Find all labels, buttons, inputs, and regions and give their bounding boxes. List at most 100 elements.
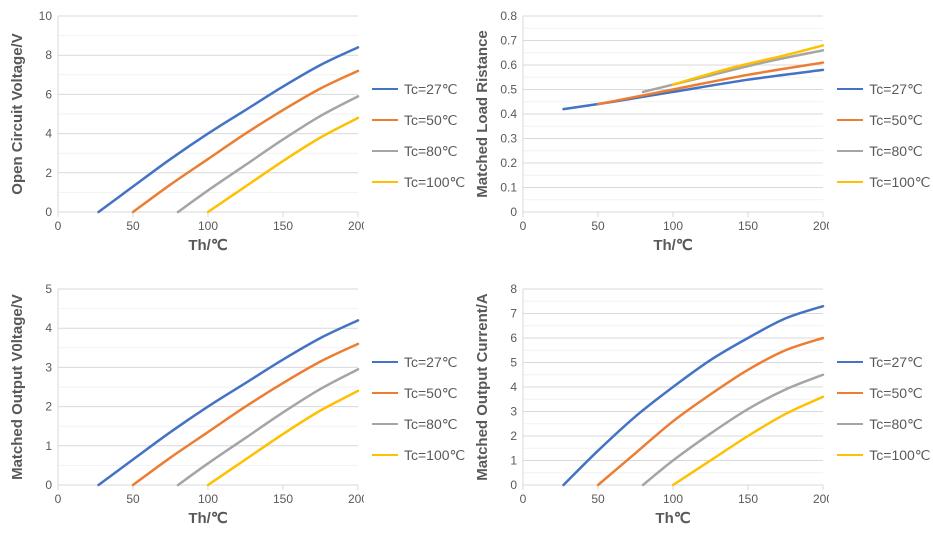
x-tick-label: 0 [520, 219, 527, 233]
legend-swatch [837, 150, 863, 152]
legend-swatch [837, 119, 863, 121]
y-axis-title: Matched Output Current/A [474, 293, 491, 481]
legend-item-tc50: Tc=50℃ [372, 112, 465, 129]
y-tick-label: 4 [45, 321, 52, 335]
series-tc50 [598, 63, 823, 105]
series-tc50 [133, 71, 358, 212]
y-tick-label: 0.8 [501, 9, 518, 23]
legend-item-tc50: Tc=50℃ [837, 385, 930, 402]
y-tick-label: 0.5 [501, 83, 518, 97]
legend-swatch [372, 88, 398, 90]
legend-item-tc80: Tc=80℃ [837, 416, 930, 433]
series-tc100 [208, 118, 358, 212]
legend-item-tc50: Tc=50℃ [372, 385, 465, 402]
y-tick-label: 0.1 [501, 181, 518, 195]
y-tick-label: 4 [511, 380, 518, 394]
y-tick-label: 0.3 [501, 132, 518, 146]
series-tc80 [643, 375, 823, 485]
legend-item-tc100: Tc=100℃ [372, 174, 465, 191]
y-tick-label: 3 [45, 360, 52, 374]
legend-label: Tc=80℃ [869, 416, 922, 433]
y-tick-label: 2 [45, 166, 52, 180]
y-tick-label: 0.4 [501, 107, 518, 121]
legend: Tc=27℃ Tc=50℃ Tc=80℃ Tc=100℃ [364, 281, 465, 536]
x-tick-label: 150 [738, 492, 758, 506]
legend-swatch [372, 423, 398, 425]
x-tick-label: 50 [126, 492, 140, 506]
y-tick-label: 5 [511, 356, 518, 370]
legend: Tc=27℃ Tc=50℃ Tc=80℃ Tc=100℃ [829, 281, 930, 536]
y-tick-label: 3 [511, 405, 518, 419]
legend-label: Tc=50℃ [869, 385, 922, 402]
legend: Tc=27℃ Tc=50℃ Tc=80℃ Tc=100℃ [829, 8, 930, 263]
x-axis-title: Th℃ [656, 510, 691, 527]
legend-swatch [372, 361, 398, 363]
legend-item-tc80: Tc=80℃ [837, 143, 930, 160]
legend-item-tc100: Tc=100℃ [837, 447, 930, 464]
panel-moc: 012345678050100150200Matched Output Curr… [469, 281, 930, 536]
y-tick-label: 0.6 [501, 58, 518, 72]
legend-swatch [837, 361, 863, 363]
legend-swatch [837, 88, 863, 90]
series-tc80 [643, 50, 823, 92]
x-tick-label: 100 [663, 219, 683, 233]
chart-mov: 012345050100150200Matched Output V0ltage… [4, 281, 364, 531]
legend-swatch [837, 454, 863, 456]
charts-grid: 0246810050100150200Open Circuit Voltage/… [0, 0, 933, 544]
x-tick-label: 200 [813, 219, 829, 233]
y-tick-label: 0 [511, 205, 518, 219]
y-tick-label: 2 [511, 429, 518, 443]
x-axis-title: Th/℃ [188, 510, 227, 527]
legend-item-tc27: Tc=27℃ [837, 354, 930, 371]
legend-swatch [837, 392, 863, 394]
legend-item-tc100: Tc=100℃ [837, 174, 930, 191]
legend-item-tc27: Tc=27℃ [372, 81, 465, 98]
x-tick-label: 150 [273, 219, 293, 233]
y-tick-label: 7 [511, 307, 518, 321]
legend-label: Tc=27℃ [404, 81, 457, 98]
legend-item-tc100: Tc=100℃ [372, 447, 465, 464]
series-tc100 [208, 391, 358, 485]
x-tick-label: 50 [126, 219, 140, 233]
legend-item-tc80: Tc=80℃ [372, 143, 465, 160]
legend-label: Tc=50℃ [404, 112, 457, 129]
x-tick-label: 100 [663, 492, 683, 506]
y-tick-label: 0.2 [501, 156, 518, 170]
panel-mov: 012345050100150200Matched Output V0ltage… [4, 281, 465, 536]
chart-ocv: 0246810050100150200Open Circuit Voltage/… [4, 8, 364, 258]
legend-item-tc80: Tc=80℃ [372, 416, 465, 433]
chart-mlr: 00.10.20.30.40.50.60.70.8050100150200Mat… [469, 8, 829, 258]
y-tick-label: 1 [45, 439, 52, 453]
x-tick-label: 100 [198, 492, 218, 506]
legend-swatch [372, 454, 398, 456]
legend-label: Tc=100℃ [404, 447, 465, 464]
x-tick-label: 200 [813, 492, 829, 506]
y-axis-title: Matched Output V0ltage/V [9, 294, 26, 480]
x-tick-label: 200 [348, 492, 364, 506]
legend: Tc=27℃ Tc=50℃ Tc=80℃ Tc=100℃ [364, 8, 465, 263]
legend-label: Tc=80℃ [404, 143, 457, 160]
legend-label: Tc=100℃ [869, 447, 930, 464]
series-tc27 [564, 306, 824, 485]
legend-label: Tc=80℃ [869, 143, 922, 160]
legend-swatch [837, 181, 863, 183]
legend-label: Tc=27℃ [404, 354, 457, 371]
legend-label: Tc=100℃ [869, 174, 930, 191]
legend-label: Tc=50℃ [404, 385, 457, 402]
y-tick-label: 5 [45, 282, 52, 296]
y-tick-label: 6 [45, 87, 52, 101]
series-tc27 [99, 320, 359, 485]
legend-label: Tc=100℃ [404, 174, 465, 191]
y-tick-label: 1 [511, 454, 518, 468]
chart-moc: 012345678050100150200Matched Output Curr… [469, 281, 829, 531]
legend-item-tc50: Tc=50℃ [837, 112, 930, 129]
legend-swatch [837, 423, 863, 425]
legend-item-tc27: Tc=27℃ [837, 81, 930, 98]
y-tick-label: 0.7 [501, 34, 518, 48]
y-tick-label: 8 [45, 48, 52, 62]
panel-ocv: 0246810050100150200Open Circuit Voltage/… [4, 8, 465, 263]
y-axis-title: Open Circuit Voltage/V [9, 33, 26, 194]
y-tick-label: 10 [39, 9, 53, 23]
x-tick-label: 50 [592, 492, 606, 506]
legend-swatch [372, 181, 398, 183]
